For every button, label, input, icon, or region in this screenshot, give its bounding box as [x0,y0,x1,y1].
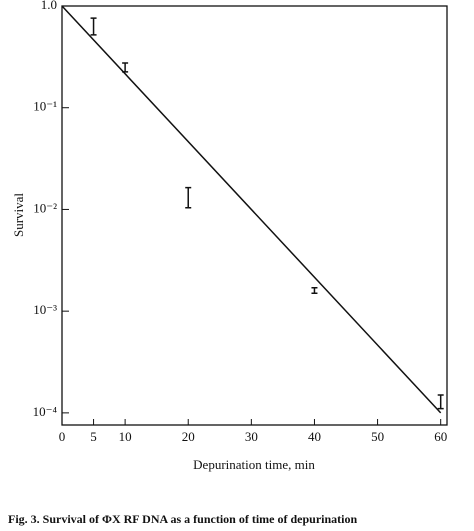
error-bar [90,17,97,36]
y-tick-label: 10⁻⁴ [33,404,58,419]
x-tick-label: 40 [308,429,321,444]
x-tick-label: 60 [434,429,447,444]
y-tick-label: 10⁻² [33,200,57,215]
x-tick-label: 10 [119,429,132,444]
error-bar [311,286,318,294]
error-bar [122,62,129,73]
plot-frame [61,5,448,426]
x-tick-label: 50 [371,429,384,444]
x-tick-label: 5 [90,429,97,444]
x-tick-label: 20 [182,429,195,444]
fit-line [61,5,442,414]
y-tick-label: 10⁻¹ [33,99,57,114]
x-tick-label: 30 [245,429,258,444]
caption: Fig. 3. Survival of ΦX RF DNA as a funct… [8,512,358,526]
x-axis-label: Depurination time, min [193,457,315,472]
y-tick-label: 1.0 [41,0,57,12]
error-bar [437,394,444,410]
x-tick-label: 0 [59,429,66,444]
y-axis-label: Survival [11,193,26,237]
error-bar [185,186,192,209]
y-tick-label: 10⁻³ [33,302,57,317]
